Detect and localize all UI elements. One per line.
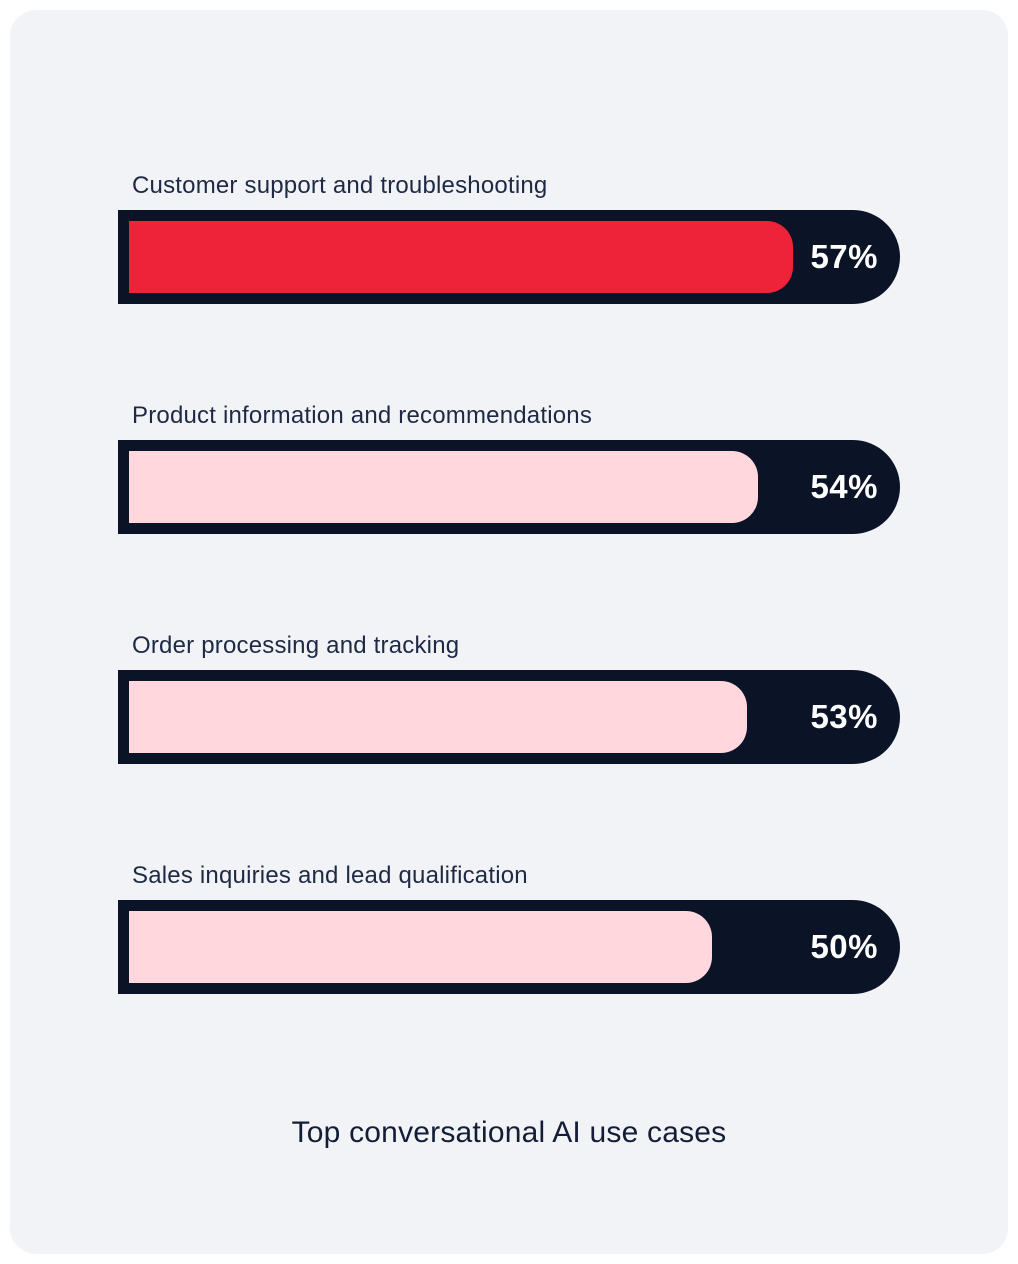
bar-label: Customer support and troubleshooting	[132, 172, 548, 199]
bar-value: 50%	[810, 928, 878, 965]
bar-fill	[129, 911, 712, 983]
bar-row: Sales inquiries and lead qualification 5…	[118, 861, 900, 994]
bar-value: 54%	[810, 468, 878, 505]
bar-fill	[129, 681, 747, 753]
bar-label: Order processing and tracking	[132, 632, 460, 659]
bar-row: Order processing and tracking 53%	[118, 631, 900, 764]
bar-row: Product information and recommendations …	[118, 401, 900, 534]
chart-panel: Customer support and troubleshooting 57%…	[10, 10, 1008, 1254]
chart-title: Top conversational AI use cases	[291, 1116, 727, 1149]
bar-row: Customer support and troubleshooting 57%	[118, 171, 900, 304]
bar-fill	[129, 451, 759, 523]
bar-track: 57%	[118, 210, 900, 304]
bar-track: 50%	[118, 900, 900, 994]
bar-label: Sales inquiries and lead qualification	[132, 862, 528, 889]
bar-label: Product information and recommendations	[132, 402, 593, 429]
bar-fill	[129, 221, 794, 293]
bar-track: 54%	[118, 440, 900, 534]
bar-value: 57%	[810, 238, 878, 275]
bar-track: 53%	[118, 670, 900, 764]
bar-value: 53%	[810, 698, 878, 735]
